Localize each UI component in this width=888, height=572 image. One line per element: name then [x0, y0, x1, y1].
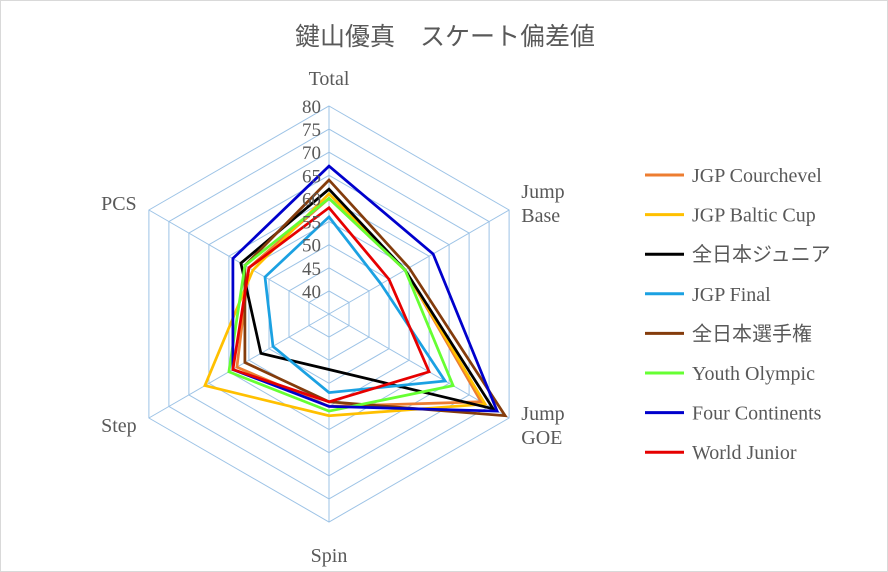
legend-label: JGP Courchevel — [692, 165, 822, 187]
tick-label: 60 — [302, 189, 321, 210]
axis-label: PCS — [101, 193, 137, 215]
radar-grid — [148, 105, 510, 523]
series-line — [231, 205, 431, 404]
tick-label: 80 — [302, 97, 321, 118]
tick-label: 40 — [302, 282, 321, 303]
tick-label: 70 — [302, 143, 321, 164]
tick-label: 75 — [302, 120, 321, 141]
legend-label: 全日本選手権 — [692, 322, 812, 345]
series-layer — [203, 164, 508, 418]
legend-label: Youth Olympic — [692, 363, 815, 385]
axis-label: Spin — [311, 545, 348, 567]
legend-label: JGP Final — [692, 284, 771, 306]
spoke-line — [148, 313, 330, 419]
tick-label: 50 — [302, 236, 321, 257]
axis-label: Jump Base — [521, 181, 564, 227]
series-line — [231, 164, 500, 413]
legend-label: Four Continents — [692, 403, 822, 425]
chart-title: 鍵山優真 スケート偏差値 — [295, 23, 595, 51]
legend-label: 全日本ジュニア — [692, 243, 831, 266]
axis-label: Total — [309, 68, 350, 90]
spoke-line — [328, 209, 510, 315]
axis-label: Jump GOE — [521, 403, 564, 449]
legend-label: World Junior — [692, 442, 797, 464]
tick-label: 55 — [302, 213, 321, 234]
series-line — [263, 214, 448, 395]
axis-labels: Total Jump Base Jump GOE Spin Step PCS — [101, 68, 565, 567]
legend: JGP Courchevel JGP Baltic Cup 全日本ジュニア JGP F… — [645, 165, 831, 464]
series-line — [227, 196, 456, 413]
spoke-line — [148, 209, 330, 315]
tick-label: 65 — [302, 166, 321, 187]
tick-label: 45 — [302, 259, 321, 280]
axis-label: Step — [101, 415, 137, 437]
legend-label: JGP Baltic Cup — [692, 205, 816, 227]
